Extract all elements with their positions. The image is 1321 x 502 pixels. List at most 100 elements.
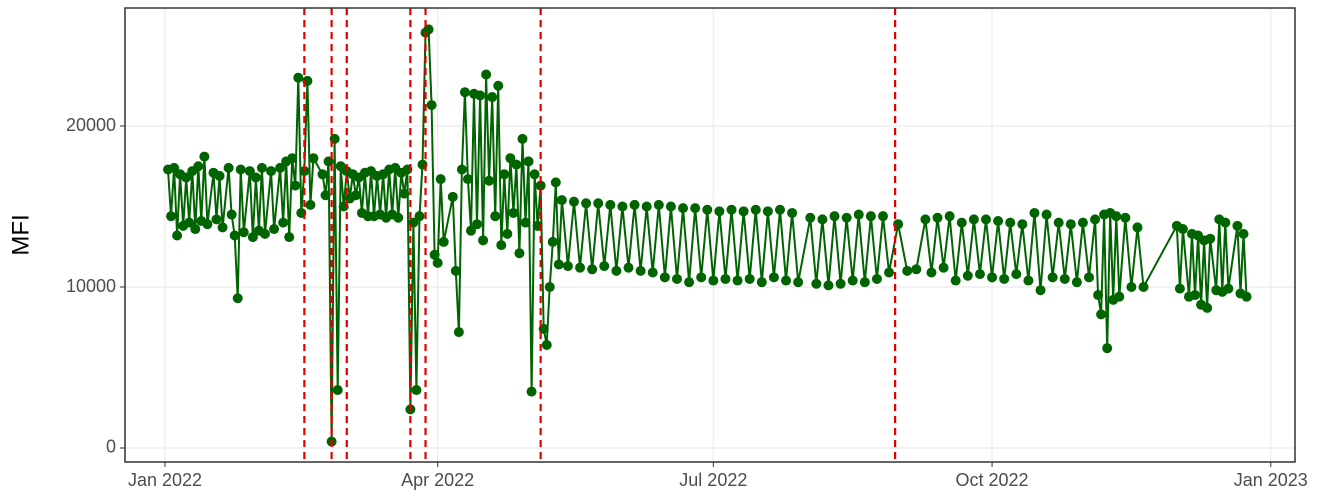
data-point	[835, 278, 846, 289]
data-point	[593, 198, 604, 209]
data-point	[762, 206, 773, 217]
data-point	[1083, 272, 1094, 283]
data-point	[641, 201, 652, 212]
data-point	[275, 162, 286, 173]
data-point	[1090, 214, 1101, 225]
data-point	[1190, 290, 1201, 301]
data-point	[750, 204, 761, 215]
data-point	[284, 232, 295, 243]
data-point	[611, 265, 622, 276]
data-point	[535, 180, 546, 191]
data-point	[235, 164, 246, 175]
data-point	[696, 272, 707, 283]
data-point	[1114, 291, 1125, 302]
data-point	[823, 280, 834, 291]
data-point	[429, 249, 440, 260]
data-point	[1093, 290, 1104, 301]
data-point	[653, 199, 664, 210]
data-point	[269, 224, 280, 235]
data-point	[278, 217, 289, 228]
y-tick-label: 10000	[66, 276, 116, 296]
data-point	[865, 211, 876, 222]
data-point	[1065, 219, 1076, 230]
data-point	[393, 212, 404, 223]
data-point	[447, 191, 458, 202]
data-point	[1120, 212, 1131, 223]
data-point	[514, 248, 525, 259]
data-point	[214, 170, 225, 181]
x-tick-label: Oct 2022	[956, 470, 1029, 490]
data-point	[702, 204, 713, 215]
data-point	[944, 211, 955, 222]
data-point	[999, 273, 1010, 284]
data-point	[774, 204, 785, 215]
data-point	[247, 232, 258, 243]
data-point	[714, 206, 725, 217]
data-point	[553, 259, 564, 270]
data-point	[962, 270, 973, 281]
data-point	[629, 199, 640, 210]
data-point	[490, 211, 501, 222]
data-point	[1071, 277, 1082, 288]
data-point	[211, 214, 222, 225]
data-point	[465, 225, 476, 236]
data-point	[568, 196, 579, 207]
data-point	[487, 92, 498, 103]
data-point	[768, 272, 779, 283]
data-point	[708, 275, 719, 286]
y-tick-label: 20000	[66, 115, 116, 135]
data-point	[523, 156, 534, 167]
data-point	[932, 212, 943, 223]
data-point	[238, 227, 249, 238]
data-point	[562, 261, 573, 272]
data-point	[256, 162, 267, 173]
data-point	[1035, 285, 1046, 296]
data-point	[1102, 343, 1113, 354]
data-point	[556, 195, 567, 206]
x-tick-label: Apr 2022	[401, 470, 474, 490]
data-point	[987, 272, 998, 283]
x-tick-label: Jan 2022	[128, 470, 202, 490]
data-point	[496, 240, 507, 251]
data-point	[1177, 224, 1188, 235]
data-point	[478, 235, 489, 246]
data-point	[229, 230, 240, 241]
data-point	[847, 275, 858, 286]
data-point	[1111, 211, 1122, 222]
data-point	[1205, 233, 1216, 244]
data-point	[438, 236, 449, 247]
data-point	[781, 275, 792, 286]
data-point	[529, 169, 540, 180]
data-point	[950, 275, 961, 286]
data-point	[1017, 219, 1028, 230]
data-point	[411, 385, 422, 396]
data-point	[517, 133, 528, 144]
data-point	[902, 265, 913, 276]
data-point	[299, 166, 310, 177]
data-point	[202, 219, 213, 230]
data-point	[805, 212, 816, 223]
data-point	[720, 273, 731, 284]
data-point	[690, 203, 701, 214]
data-point	[193, 161, 204, 172]
data-point	[920, 214, 931, 225]
data-point	[841, 212, 852, 223]
data-point	[787, 207, 798, 218]
data-point	[184, 217, 195, 228]
data-point	[793, 277, 804, 288]
data-point	[484, 175, 495, 186]
data-point	[259, 228, 270, 239]
data-point	[871, 273, 882, 284]
data-point	[511, 159, 522, 170]
data-point	[350, 190, 361, 201]
data-point	[547, 236, 558, 247]
data-line	[167, 27, 1248, 442]
data-point	[1041, 209, 1052, 220]
data-point	[481, 69, 492, 80]
data-point	[475, 90, 486, 101]
data-point	[926, 267, 937, 278]
data-point	[884, 267, 895, 278]
data-point	[738, 206, 749, 217]
data-point	[308, 153, 319, 164]
